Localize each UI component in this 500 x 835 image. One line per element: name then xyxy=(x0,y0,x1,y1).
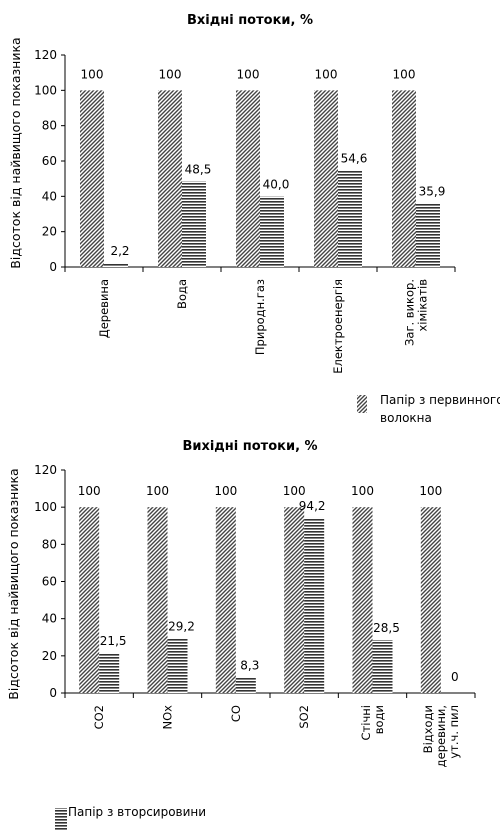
chart1-y-tick-label: 60 xyxy=(42,154,57,168)
chart1-title: Вхідні потоки, % xyxy=(187,13,313,28)
chart1-x-category-label-5: Заг. викор.хімікатів xyxy=(403,279,430,346)
chart1-data-label-series1-2: 100 xyxy=(159,67,182,81)
chart1-bar-series1-4 xyxy=(314,90,338,267)
chart1-legend-swatch xyxy=(357,395,367,413)
chart2-bar-series2-2 xyxy=(167,638,188,693)
chart2-data-label-series1-6: 100 xyxy=(419,484,442,498)
chart1-y-axis-label: Відсоток від найвищого показника xyxy=(8,37,23,268)
chart1-bar-series1-5 xyxy=(392,90,416,267)
chart2-bar-series2-5 xyxy=(372,640,393,693)
chart2-bar-series2-3 xyxy=(235,677,256,693)
chart1-x-category-label-4: Електроенергія xyxy=(331,279,345,374)
chart2-bar-series1-3 xyxy=(215,507,236,693)
chart2-y-tick-label: 0 xyxy=(49,686,57,700)
chart2-x-category-label-2: NOx xyxy=(161,705,175,730)
chart1-bar-series1-1 xyxy=(80,90,104,267)
chart2-y-axis-label: Відсоток від найвищого показника xyxy=(6,468,21,699)
chart2-x-category-label-3: CO xyxy=(229,705,243,722)
chart2-data-label-series1-5: 100 xyxy=(351,484,374,498)
chart2-data-label-series2-3: 8,3 xyxy=(240,659,259,673)
chart1-y-tick-label: 0 xyxy=(49,260,57,274)
chart1-x-category-label-3: Природн.газ xyxy=(253,279,267,355)
chart2-data-label-series2-6: 0 xyxy=(451,670,459,684)
chart1-bar-series1-3 xyxy=(236,90,260,267)
chart1-x-category-label-2: Вода xyxy=(175,279,189,309)
chart2-y-tick-label: 100 xyxy=(34,500,57,514)
chart2-y-tick-label: 20 xyxy=(42,649,57,663)
chart1-data-label-series2-2: 48,5 xyxy=(185,162,212,176)
chart2-y-tick-label: 40 xyxy=(42,612,57,626)
chart2-x-category-label-4: SO2 xyxy=(297,705,311,729)
chart2-data-label-series1-4: 100 xyxy=(283,484,306,498)
chart1-bar-series2-1 xyxy=(104,263,128,267)
chart1-data-label-series1-3: 100 xyxy=(237,67,260,81)
chart1-data-label-series2-3: 40,0 xyxy=(263,177,290,191)
chart2-bar-series1-5 xyxy=(352,507,373,693)
chart1-y-tick-label: 20 xyxy=(42,225,57,239)
chart2-y-tick-label: 60 xyxy=(42,575,57,589)
chart2-bar-series2-1 xyxy=(99,653,120,693)
chart2-legend-swatch xyxy=(55,808,67,830)
chart1-bar-series2-2 xyxy=(182,181,206,267)
chart2-data-label-series2-5: 28,5 xyxy=(373,621,400,635)
chart2-x-category-label-5: Стічніводи xyxy=(359,705,386,740)
chart2-plot: 0 20 40 60 80 100 120 100 21,5 CO2 100 29,2 NOx 100 8,… xyxy=(34,463,476,767)
chart1-y-tick-label: 120 xyxy=(34,48,57,62)
chart2-bar-series1-2 xyxy=(147,507,168,693)
chart1-data-label-series1-1: 100 xyxy=(81,67,104,81)
chart1-plot: 0 20 40 60 80 100 120 100 2,2 Деревина 100 48,5 Вода… xyxy=(34,48,456,374)
chart1-x-category-label-1: Деревина xyxy=(97,279,111,338)
chart2-x-category-label-6: Відходидеревини,ут.ч. пил xyxy=(421,705,461,767)
chart2-bar-series2-4 xyxy=(304,517,325,693)
chart1-y-tick-label: 40 xyxy=(42,189,57,203)
chart1-bar-series1-2 xyxy=(158,90,182,267)
chart1-bar-series2-3 xyxy=(260,196,284,267)
chart2-y-tick-label: 80 xyxy=(42,537,57,551)
chart1-y-tick-label: 80 xyxy=(42,119,57,133)
chart2-title: Вихідні потоки, % xyxy=(182,439,317,454)
chart1-data-label-series2-1: 2,2 xyxy=(110,244,129,258)
chart2-data-label-series2-4: 94,2 xyxy=(299,499,326,513)
chart1-y-tick-label: 100 xyxy=(34,83,57,97)
chart2-data-label-series2-2: 29,2 xyxy=(168,620,195,634)
chart1-legend-label-line1: Папір з первинного xyxy=(380,393,500,407)
chart1-data-label-series2-4: 54,6 xyxy=(341,152,368,166)
chart2-bar-series1-6 xyxy=(420,507,441,693)
chart2-bar-series1-4 xyxy=(284,507,305,693)
chart1-bar-series2-5 xyxy=(416,203,440,267)
chart2-data-label-series2-1: 21,5 xyxy=(100,634,127,648)
chart2-data-label-series1-3: 100 xyxy=(214,484,237,498)
chart2-x-category-label-1: CO2 xyxy=(92,705,106,729)
chart2-bar-series1-1 xyxy=(79,507,100,693)
chart1-legend-label-line2: волокна xyxy=(380,411,432,425)
chart2-legend-label: Папір з вторсировини xyxy=(68,805,206,819)
chart1-bar-series2-4 xyxy=(338,170,362,267)
chart1-data-label-series1-5: 100 xyxy=(393,67,416,81)
chart1-data-label-series2-5: 35,9 xyxy=(419,185,446,199)
chart2-y-tick-label: 120 xyxy=(34,463,57,477)
chart1-data-label-series1-4: 100 xyxy=(315,67,338,81)
chart2-data-label-series1-1: 100 xyxy=(78,484,101,498)
chart2-data-label-series1-2: 100 xyxy=(146,484,169,498)
